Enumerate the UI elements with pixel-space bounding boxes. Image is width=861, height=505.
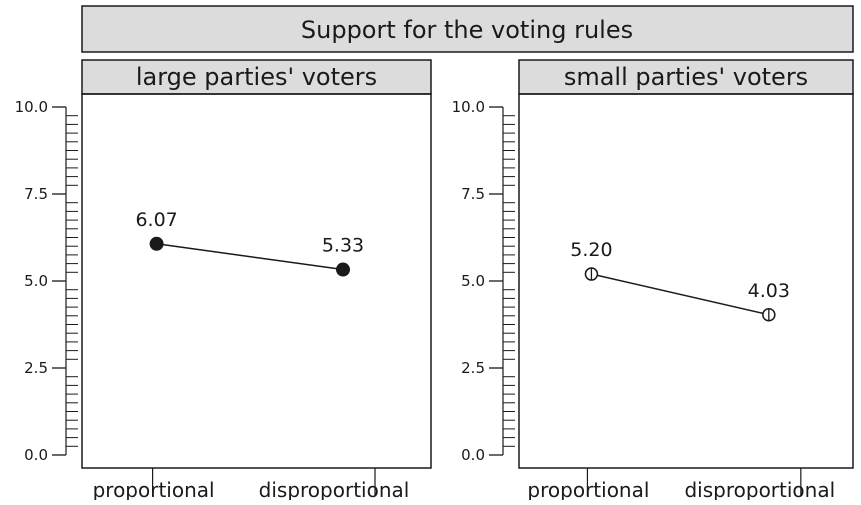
y-tick-label: 2.5 — [24, 359, 48, 377]
data-label: 5.33 — [322, 235, 364, 257]
chart-title: Support for the voting rules — [301, 16, 633, 44]
panel-strip-label: large parties' voters — [136, 63, 377, 91]
y-tick-label: 2.5 — [461, 359, 485, 377]
data-label: 6.07 — [135, 209, 177, 231]
y-tick-label: 10.0 — [452, 98, 485, 116]
data-label: 5.20 — [570, 239, 612, 261]
panel-strip-label: small parties' voters — [564, 63, 808, 91]
y-tick-label: 10.0 — [15, 98, 48, 116]
x-category-label: proportional — [93, 478, 215, 500]
y-tick-label: 0.0 — [24, 446, 48, 464]
y-tick-label: 7.5 — [461, 185, 485, 203]
title-strip — [81, 5, 854, 53]
data-label: 4.03 — [748, 280, 790, 302]
x-category-label: disproportional — [259, 478, 410, 500]
panel-strip — [518, 59, 854, 95]
panel-strip — [81, 59, 432, 95]
series-line — [156, 243, 344, 271]
panel-2: small parties' voters 0.0 2.5 5.0 7.5 10.0 pro… — [452, 59, 854, 502]
series-line — [591, 273, 769, 316]
panel-1: large parties' voters 0.0 2.5 5.0 7.5 10.0 pro… — [15, 59, 432, 502]
x-category-label: disproportional — [684, 478, 835, 500]
panel-frame — [81, 93, 432, 469]
y-tick-label: 5.0 — [461, 272, 485, 290]
y-tick-label: 0.0 — [461, 446, 485, 464]
x-category-label: proportional — [527, 478, 649, 500]
panel-frame — [518, 93, 854, 469]
y-tick-label: 5.0 — [24, 272, 48, 290]
panels-group: large parties' voters 0.0 2.5 5.0 7.5 10.0 pro… — [15, 59, 854, 502]
data-point — [336, 262, 351, 277]
y-tick-label: 7.5 — [24, 185, 48, 203]
data-point — [149, 236, 164, 251]
